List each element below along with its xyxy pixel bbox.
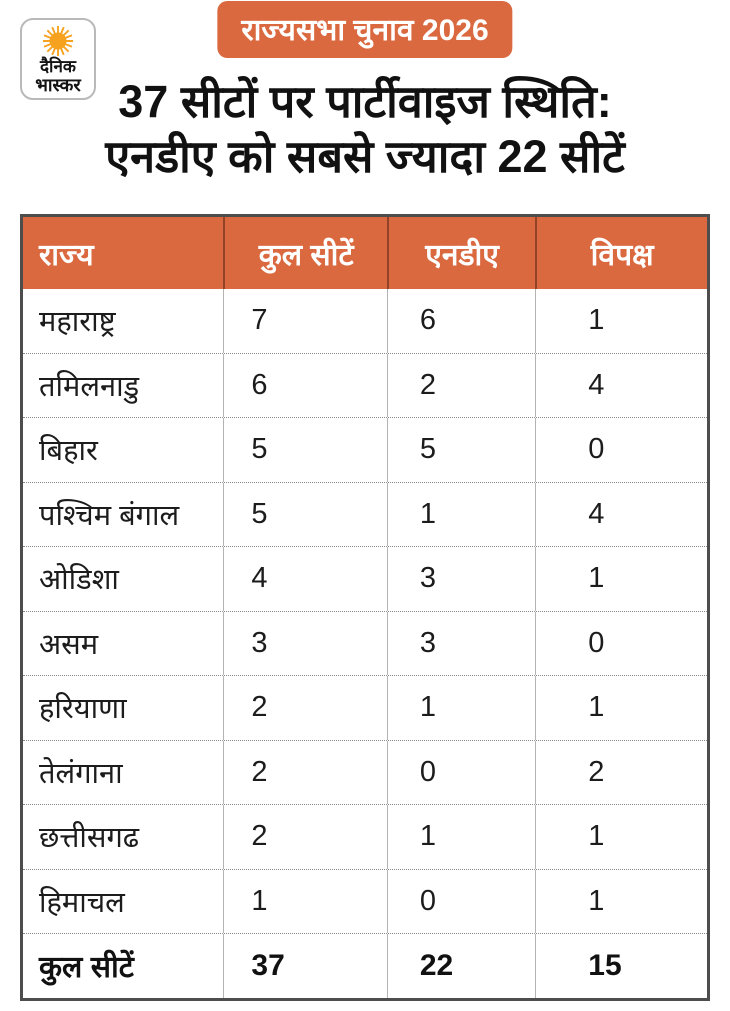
state-cell: ओडिशा <box>39 564 119 597</box>
nda-cell: 1 <box>386 482 535 546</box>
opposition-cell: 1 <box>535 805 707 869</box>
opposition-cell: 1 <box>535 869 707 933</box>
opposition-cell: 2 <box>535 740 707 804</box>
table-row: पश्चिम बंगाल 5 1 4 <box>23 481 707 546</box>
state-cell: पश्चिम बंगाल <box>39 499 180 532</box>
seats-table: राज्य कुल सीटें एनडीए विपक्ष महाराष्ट्र … <box>20 214 710 1001</box>
header-cell-opposition: विपक्ष <box>535 217 707 289</box>
header-cell-state: राज्य <box>39 238 94 272</box>
header-cell-total-seats: कुल सीटें <box>223 217 386 289</box>
state-cell: हिमाचल <box>39 886 125 919</box>
table-row: हिमाचल 1 0 1 <box>23 868 707 933</box>
table-row: महाराष्ट्र 7 6 1 <box>23 289 707 353</box>
opposition-cell: 0 <box>535 418 707 482</box>
table-row: छत्तीसगढ 2 1 1 <box>23 804 707 869</box>
page-title-line1: 37 सीटों पर पार्टीवाइज स्थिति: <box>118 76 612 127</box>
total-seats-cell: 3 <box>223 611 386 675</box>
table-row: तमिलनाडु 6 2 4 <box>23 352 707 417</box>
total-seats-cell: 5 <box>223 418 386 482</box>
logo-text-line2: भास्कर <box>35 75 81 95</box>
total-row: कुल सीटें 37 22 15 <box>23 933 707 998</box>
nda-cell: 0 <box>386 740 535 804</box>
nda-sum-cell: 22 <box>386 934 535 998</box>
total-seats-cell: 1 <box>223 869 386 933</box>
edition-badge: राज्यसभा चुनाव 2026 <box>217 1 513 58</box>
bhaskar-logo: दैनिक भास्कर <box>20 18 96 100</box>
table-row: तेलंगाना 2 0 2 <box>23 739 707 804</box>
opposition-cell: 1 <box>535 547 707 611</box>
total-seats-cell: 2 <box>223 676 386 740</box>
opposition-cell: 4 <box>535 482 707 546</box>
table-body: महाराष्ट्र 7 6 1 तमिलनाडु 6 2 4 बिहार 5 … <box>23 289 707 933</box>
sunburst-icon <box>42 25 74 57</box>
opposition-cell: 1 <box>535 676 707 740</box>
state-cell: हरियाणा <box>39 693 127 726</box>
table-row: ओडिशा 4 3 1 <box>23 546 707 611</box>
total-seats-sum-cell: 37 <box>223 934 386 998</box>
nda-cell: 5 <box>386 418 535 482</box>
opposition-sum-cell: 15 <box>535 934 707 998</box>
state-cell: छत्तीसगढ <box>39 822 140 855</box>
nda-cell: 3 <box>386 547 535 611</box>
nda-cell: 1 <box>386 805 535 869</box>
page-title: 37 सीटों पर पार्टीवाइज स्थिति: एनडीए को … <box>0 74 730 184</box>
nda-cell: 0 <box>386 869 535 933</box>
nda-cell: 3 <box>386 611 535 675</box>
opposition-cell: 1 <box>535 289 707 353</box>
total-seats-cell: 7 <box>223 289 386 353</box>
state-cell: असम <box>39 628 99 661</box>
total-seats-cell: 6 <box>223 353 386 417</box>
header-cell-nda: एनडीए <box>386 217 535 289</box>
opposition-cell: 4 <box>535 353 707 417</box>
nda-cell: 2 <box>386 353 535 417</box>
total-seats-cell: 2 <box>223 740 386 804</box>
total-seats-cell: 4 <box>223 547 386 611</box>
total-seats-cell: 2 <box>223 805 386 869</box>
total-seats-cell: 5 <box>223 482 386 546</box>
state-cell: तेलंगाना <box>39 757 123 790</box>
nda-cell: 1 <box>386 676 535 740</box>
logo-text-line1: दैनिक <box>40 57 76 76</box>
table-row: हरियाणा 2 1 1 <box>23 675 707 740</box>
total-label-cell: कुल सीटें <box>39 951 134 985</box>
nda-cell: 6 <box>386 289 535 353</box>
table-row: असम 3 3 0 <box>23 610 707 675</box>
state-cell: तमिलनाडु <box>39 370 140 403</box>
page-title-line2: एनडीए को सबसे ज्यादा 22 सीटें <box>105 131 625 182</box>
opposition-cell: 0 <box>535 611 707 675</box>
table-header-row: राज्य कुल सीटें एनडीए विपक्ष <box>23 217 707 289</box>
table-row: बिहार 5 5 0 <box>23 417 707 482</box>
state-cell: महाराष्ट्र <box>39 306 116 339</box>
state-cell: बिहार <box>39 435 98 468</box>
